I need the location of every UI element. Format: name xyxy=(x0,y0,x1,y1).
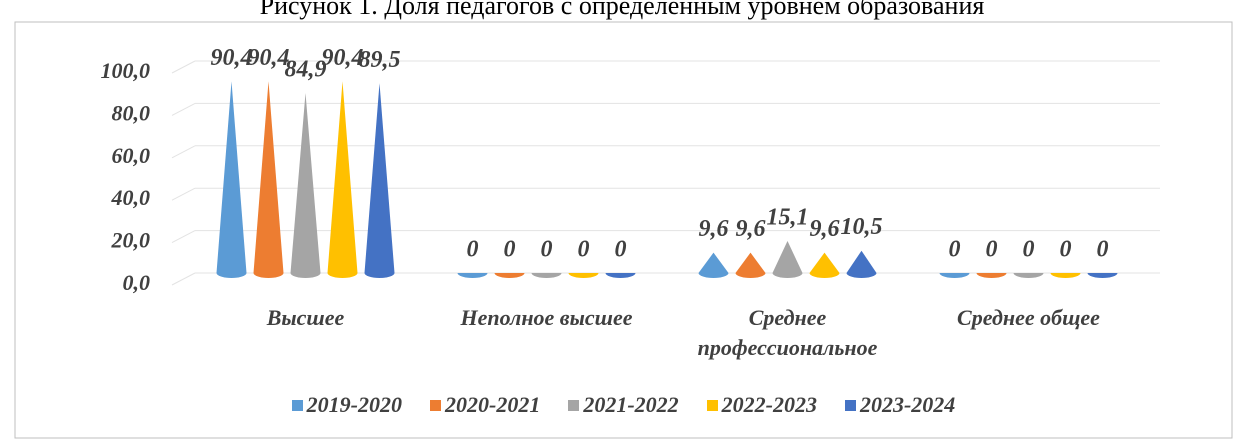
y-tick-label: 60,0 xyxy=(112,143,151,168)
legend-swatch xyxy=(568,399,580,411)
x-tick-label: Неполное высшее xyxy=(460,305,633,330)
cone xyxy=(846,250,877,278)
cone xyxy=(457,273,488,278)
legend-label: 2019-2020 xyxy=(306,392,402,417)
legend-item: 2022-2023 xyxy=(706,392,817,418)
cone xyxy=(1013,273,1044,278)
data-label: 0 xyxy=(467,237,479,263)
cone xyxy=(809,252,840,278)
cone xyxy=(772,240,803,278)
cone xyxy=(216,81,247,279)
y-tick-label: 100,0 xyxy=(101,58,151,83)
data-label: 10,5 xyxy=(841,214,883,240)
legend-label: 2022-2023 xyxy=(721,392,817,417)
grid-line-depth xyxy=(171,187,196,201)
data-label: 9,6 xyxy=(810,216,840,242)
cone xyxy=(1050,273,1081,278)
legend-label: 2023-2024 xyxy=(859,392,956,417)
cone xyxy=(698,252,729,278)
legend-swatch xyxy=(706,399,718,411)
cone xyxy=(253,81,284,279)
x-tick-label: Высшее xyxy=(266,305,345,330)
grid-line-depth xyxy=(171,145,196,159)
legend-swatch xyxy=(844,399,856,411)
legend-item: 2023-2024 xyxy=(844,392,956,418)
legend-item: 2021-2022 xyxy=(568,392,679,418)
data-label: 0 xyxy=(615,237,627,263)
y-tick-label: 40,0 xyxy=(111,185,151,210)
data-label: 0 xyxy=(1097,237,1109,263)
data-label: 0 xyxy=(578,237,590,263)
legend-item: 2019-2020 xyxy=(291,392,402,418)
legend-label: 2021-2022 xyxy=(583,392,679,417)
cone xyxy=(531,273,562,278)
cone xyxy=(605,273,636,278)
data-label: 90,4 xyxy=(322,45,364,71)
grid-line-depth xyxy=(171,272,196,286)
y-tick-label: 0,0 xyxy=(123,270,151,295)
y-tick-label: 80,0 xyxy=(112,100,151,125)
data-label: 90,4 xyxy=(248,45,290,71)
legend: 2019-2020 2020-2021 2021-2022 2022-2023 2023… xyxy=(15,392,1232,418)
data-label: 9,6 xyxy=(699,216,729,242)
cone xyxy=(494,273,525,278)
chart-border xyxy=(14,21,1233,439)
cone xyxy=(568,273,599,278)
grid-line-depth xyxy=(171,60,196,74)
cone xyxy=(735,252,766,278)
data-label: 0 xyxy=(949,237,961,263)
data-label: 0 xyxy=(1060,237,1072,263)
data-label: 9,6 xyxy=(736,216,766,242)
chart-title: Рисунок 1. Доля педагогов с определенным… xyxy=(260,0,985,20)
grid-line-depth xyxy=(171,230,196,244)
legend-swatch xyxy=(430,399,441,411)
cone xyxy=(327,81,358,279)
data-label: 0 xyxy=(504,237,516,263)
x-tick-label: Среднее профессиональное xyxy=(697,305,878,360)
data-label: 84,9 xyxy=(285,57,327,83)
data-label: 89,5 xyxy=(359,47,401,73)
cone xyxy=(290,93,321,279)
data-label: 0 xyxy=(986,237,998,263)
cone xyxy=(364,83,395,278)
cone xyxy=(939,273,970,278)
cone xyxy=(1087,273,1118,278)
x-tick-label: Среднее общее xyxy=(957,305,1100,330)
data-label: 0 xyxy=(541,237,553,263)
cone xyxy=(976,273,1007,278)
data-label: 90,4 xyxy=(211,45,253,71)
data-label: 15,1 xyxy=(767,204,809,230)
grid-line-depth xyxy=(171,102,196,116)
y-tick-label: 20,0 xyxy=(111,228,151,253)
data-label: 0 xyxy=(1023,237,1035,263)
legend-swatch xyxy=(291,399,303,411)
legend-label: 2020-2021 xyxy=(445,392,541,417)
legend-item: 2020-2021 xyxy=(430,392,540,418)
